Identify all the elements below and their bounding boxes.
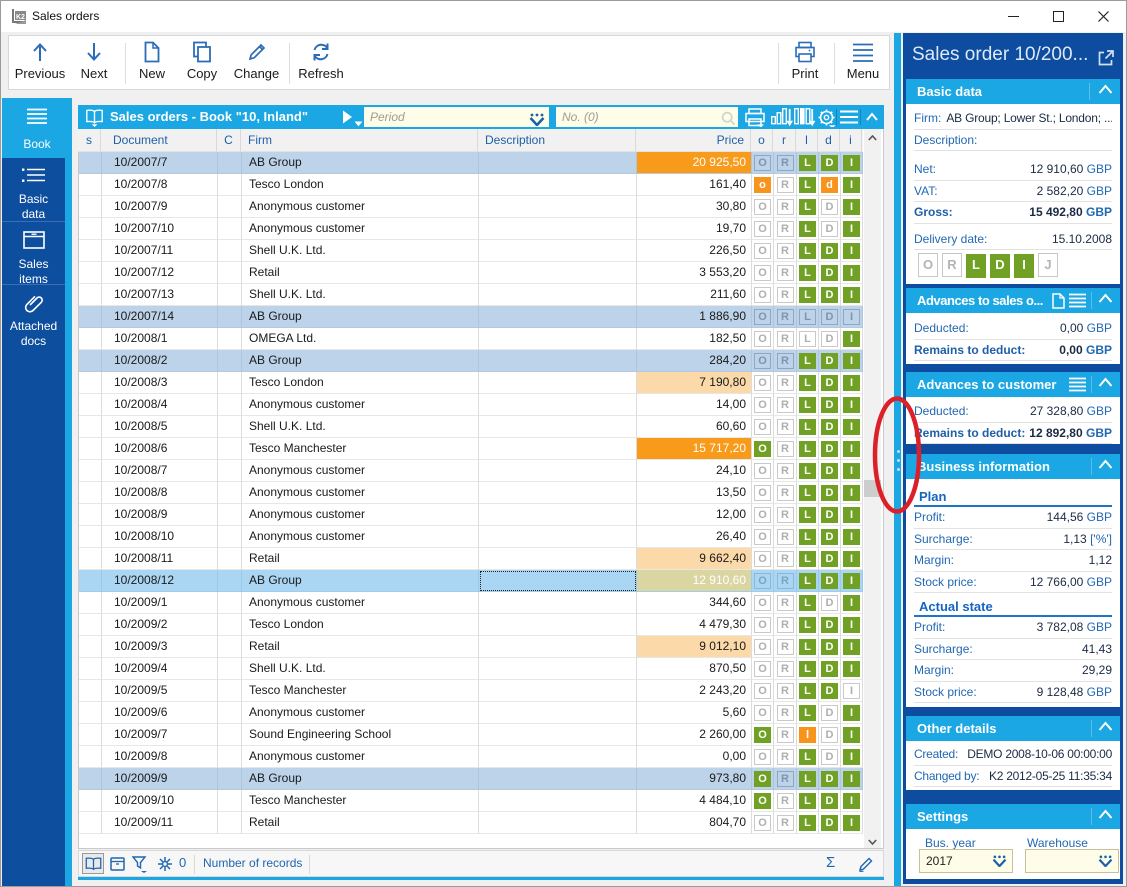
svg-text:K2: K2 bbox=[16, 14, 25, 21]
